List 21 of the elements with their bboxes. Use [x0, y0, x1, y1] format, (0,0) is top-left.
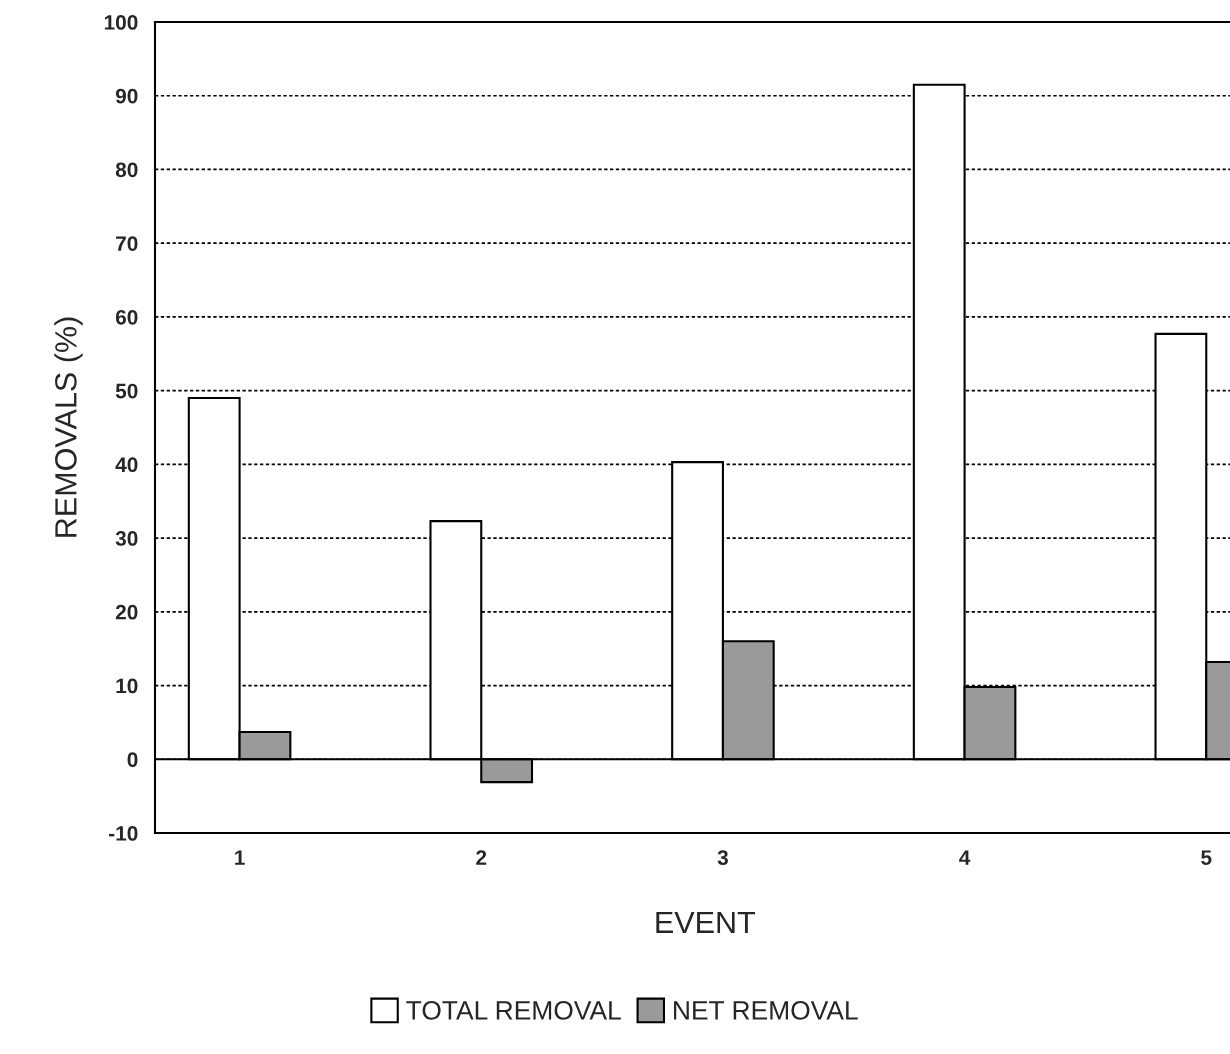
x-axis-title: EVENT — [656, 911, 756, 933]
legend-label: NET REMOVAL — [674, 1001, 858, 1020]
y-tick-label: 80 — [115, 162, 138, 178]
y-tick-label: 50 — [115, 383, 138, 399]
y-tick-label: -10 — [109, 826, 138, 841]
y-tick-label: 30 — [115, 531, 138, 546]
y-tick-label: 90 — [115, 88, 138, 104]
x-tick-label: 4 — [959, 850, 971, 865]
y-axis-title: REMOVALS (%) — [54, 317, 83, 537]
legend-label: TOTAL REMOVAL — [406, 1001, 621, 1020]
y-tick-label: 100 — [104, 15, 138, 30]
y-tick-label: 20 — [115, 604, 138, 620]
y-tick-label: 70 — [116, 236, 138, 251]
y-tick-label: 10 — [116, 678, 138, 694]
y-tick-label: 60 — [115, 309, 138, 325]
x-tick-label: 5 — [1201, 850, 1212, 865]
x-tick-label: 3 — [717, 850, 728, 865]
x-tick-label: 2 — [476, 850, 487, 865]
x-tick-label: 1 — [235, 850, 245, 865]
y-tick-label: 40 — [115, 457, 138, 473]
y-tick-label: 0 — [127, 752, 138, 768]
